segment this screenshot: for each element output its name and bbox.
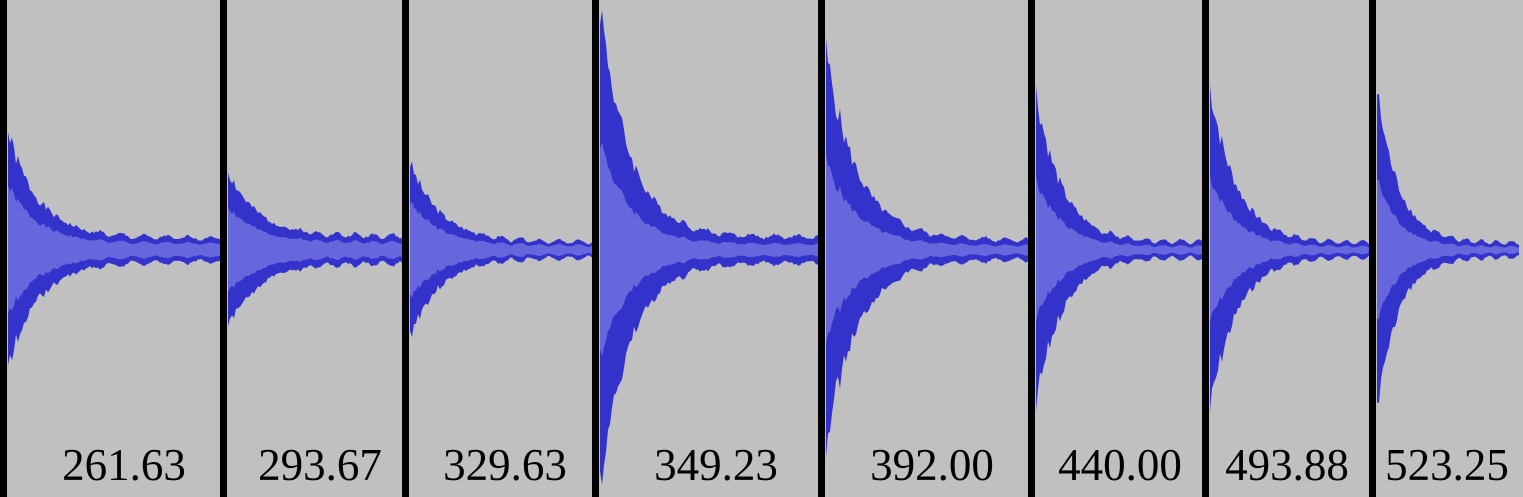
- clip-5[interactable]: 392.00: [826, 38, 1028, 490]
- frequency-label: 440.00: [1058, 440, 1182, 490]
- clip-7[interactable]: 493.88: [1210, 84, 1370, 490]
- clip-3[interactable]: 329.63: [410, 161, 592, 490]
- clip-boundary[interactable]: [1028, 0, 1035, 497]
- frequency-label: 523.25: [1385, 440, 1509, 490]
- clip-1[interactable]: 261.63: [8, 132, 220, 490]
- waveform-rms: [826, 154, 1028, 344]
- clip-6[interactable]: 440.00: [1036, 85, 1202, 490]
- clip-boundary[interactable]: [1202, 0, 1209, 497]
- clip-boundary[interactable]: [1369, 0, 1376, 497]
- clip-boundary[interactable]: [0, 0, 7, 497]
- frequency-label: 493.88: [1225, 440, 1349, 490]
- clip-boundary[interactable]: [402, 0, 409, 497]
- clip-2[interactable]: 293.67: [228, 172, 402, 491]
- waveform-rms: [228, 207, 402, 292]
- frequency-label: 349.23: [654, 440, 778, 490]
- frequency-label: 293.67: [258, 440, 382, 490]
- waveform-rms: [1210, 175, 1370, 323]
- waveform-rms: [1377, 179, 1519, 319]
- clip-boundary[interactable]: [220, 0, 227, 497]
- waveform-rms: [1036, 175, 1202, 323]
- waveform-rms: [410, 201, 592, 298]
- frequency-label: 329.63: [443, 440, 567, 490]
- clip-8[interactable]: 523.25: [1377, 93, 1519, 490]
- waveform-rms: [8, 185, 220, 314]
- clip-boundary[interactable]: [818, 0, 825, 497]
- clip-4[interactable]: 349.23: [600, 10, 818, 490]
- waveform-rms: [600, 142, 818, 356]
- clip-boundary[interactable]: [592, 0, 599, 497]
- frequency-label: 392.00: [870, 440, 994, 490]
- frequency-label: 261.63: [62, 440, 186, 490]
